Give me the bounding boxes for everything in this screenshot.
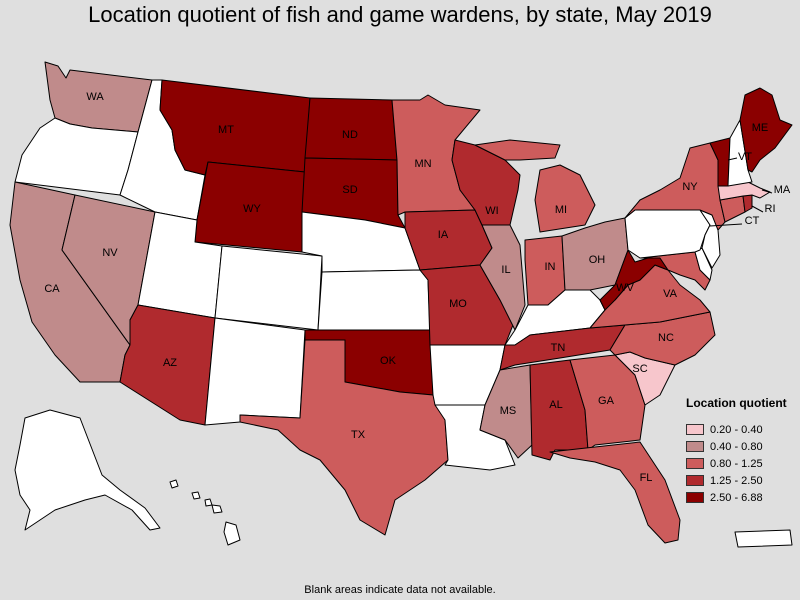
- state-hi[interactable]: [169, 479, 241, 546]
- state-ks[interactable]: [317, 269, 431, 331]
- legend-swatch: [686, 424, 704, 435]
- legend-label: 0.80 - 1.25: [710, 457, 763, 470]
- state-ak[interactable]: [14, 409, 161, 531]
- legend: Location quotient 0.20 - 0.40 0.40 - 0.80…: [686, 396, 798, 506]
- state-label-oh: OH: [589, 254, 606, 266]
- label-leader-line: [761, 189, 773, 194]
- state-co[interactable]: [214, 245, 323, 331]
- state-label-wi: WI: [485, 205, 498, 217]
- state-ma[interactable]: [717, 181, 771, 201]
- legend-swatch: [686, 458, 704, 469]
- legend-swatch: [686, 441, 704, 452]
- legend-swatch: [686, 492, 704, 503]
- state-label-ca: CA: [44, 283, 60, 295]
- state-label-ia: IA: [438, 229, 449, 241]
- state-nh[interactable]: [727, 119, 753, 187]
- state-label-va: VA: [663, 288, 678, 300]
- legend-item: 0.80 - 1.25: [686, 455, 798, 472]
- state-mt[interactable]: [159, 79, 311, 176]
- state-label-fl: FL: [640, 472, 653, 484]
- state-pa[interactable]: [624, 209, 711, 259]
- state-label-al: AL: [549, 399, 562, 411]
- state-vt[interactable]: [709, 137, 731, 187]
- state-mi[interactable]: [474, 139, 596, 233]
- state-label-mo: MO: [449, 298, 467, 310]
- state-pr[interactable]: [734, 529, 793, 548]
- state-ri[interactable]: [742, 194, 753, 213]
- legend-item: 0.20 - 0.40: [686, 421, 798, 438]
- state-label-ok: OK: [380, 355, 397, 367]
- legend-label: 1.25 - 2.50: [710, 474, 763, 487]
- state-label-sc: SC: [632, 363, 647, 375]
- state-me[interactable]: [739, 87, 793, 173]
- state-nm[interactable]: [204, 317, 306, 426]
- map-title: Location quotient of fish and game warde…: [88, 2, 712, 27]
- state-label-nd: ND: [342, 129, 358, 141]
- label-leader-line: [727, 157, 738, 161]
- state-ms[interactable]: [479, 364, 533, 459]
- label-leader-line: [709, 223, 743, 227]
- state-wv[interactable]: [599, 249, 669, 311]
- label-leader-line: [751, 205, 764, 213]
- state-label-nc: NC: [658, 332, 674, 344]
- state-label-ma: MA: [774, 184, 791, 196]
- state-label-tn: TN: [551, 342, 566, 354]
- state-label-in: IN: [545, 261, 556, 273]
- state-labels: WA CA NV MT WY AZ ND SD OK TX MN IA MO WI IL MI IN OH TN MS…: [44, 91, 791, 484]
- state-label-az: AZ: [163, 357, 177, 369]
- legend-label: 0.40 - 0.80: [710, 440, 763, 453]
- state-label-mi: MI: [555, 204, 567, 216]
- state-label-wy: WY: [243, 203, 261, 215]
- state-ct[interactable]: [719, 195, 746, 223]
- state-label-wa: WA: [86, 91, 104, 103]
- state-label-il: IL: [501, 264, 510, 276]
- state-fl[interactable]: [549, 441, 681, 544]
- legend-label: 2.50 - 6.88: [710, 491, 763, 504]
- legend-item: 2.50 - 6.88: [686, 489, 798, 506]
- state-label-mt: MT: [218, 124, 234, 136]
- state-label-mn: MN: [414, 158, 431, 170]
- legend-item: 1.25 - 2.50: [686, 472, 798, 489]
- state-label-ga: GA: [598, 395, 615, 407]
- legend-swatch: [686, 475, 704, 486]
- state-label-me: ME: [752, 122, 769, 134]
- state-label-ri: RI: [765, 203, 776, 215]
- state-wy[interactable]: [194, 161, 306, 253]
- legend-label: 0.20 - 0.40: [710, 423, 763, 436]
- legend-item: 0.40 - 0.80: [686, 438, 798, 455]
- state-label-tx: TX: [351, 429, 366, 441]
- state-label-ct: CT: [745, 215, 760, 227]
- state-label-ms: MS: [500, 405, 517, 417]
- state-label-nv: NV: [102, 247, 118, 259]
- state-label-sd: SD: [342, 184, 357, 196]
- state-tx[interactable]: [239, 339, 449, 536]
- state-label-wv: WV: [616, 282, 634, 294]
- state-label-vt: VT: [738, 151, 752, 163]
- legend-title: Location quotient: [686, 396, 787, 410]
- footnote: Blank areas indicate data not available.: [304, 584, 496, 596]
- state-label-ny: NY: [682, 181, 698, 193]
